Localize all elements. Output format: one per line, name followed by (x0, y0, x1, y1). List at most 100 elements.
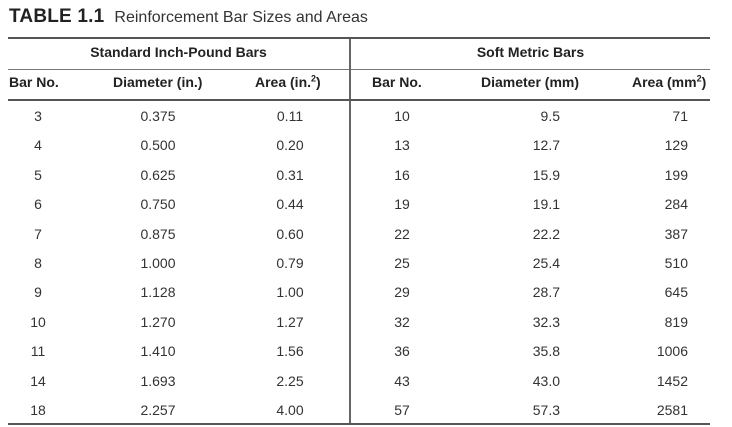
cell-diameter-in: 1.270 (140, 313, 176, 330)
cell-area-in: 0.11 (276, 108, 304, 124)
cell-diameter-in: 0.750 (140, 196, 176, 213)
cell-diameter-mm: 57.3 (532, 402, 560, 418)
table-title: Reinforcement Bar Sizes and Areas (114, 9, 368, 26)
cell-diameter-in: 0.625 (140, 166, 176, 183)
cell-area-in: 0.60 (276, 225, 304, 242)
group-underline-inch-pound (8, 69, 349, 70)
area-mm-suffix: ) (701, 74, 707, 90)
cell-diameter-in: 0.375 (140, 108, 176, 124)
cell-diameter-mm: 15.9 (532, 166, 560, 183)
group-header-inch-pound: Standard Inch-Pound Bars (90, 44, 267, 60)
table-row: 5 0.625 0.31 16 15.9 199 (0, 161, 732, 191)
cell-diameter-in: 1.410 (140, 343, 176, 360)
cell-metric-bar-no: 32 (394, 313, 410, 330)
cell-area-mm: 819 (664, 313, 688, 330)
cell-bar-no: 9 (34, 284, 42, 301)
cell-diameter-mm: 22.2 (532, 225, 560, 242)
cell-bar-no: 11 (30, 343, 46, 360)
table-row: 11 1.410 1.56 36 35.8 1006 (0, 337, 732, 367)
cell-area-mm: 199 (664, 166, 688, 183)
cell-metric-bar-no: 29 (394, 284, 410, 301)
cell-metric-bar-no: 36 (394, 343, 410, 360)
cell-diameter-mm: 19.1 (532, 196, 560, 213)
cell-diameter-mm: 25.4 (532, 255, 560, 271)
table-row: 9 1.128 1.00 29 28.7 645 (0, 278, 732, 308)
cell-metric-bar-no: 13 (394, 137, 410, 154)
cell-bar-no: 10 (30, 313, 46, 330)
area-in-suffix: ) (316, 74, 321, 90)
table-row: 10 1.270 1.27 32 32.3 819 (0, 308, 732, 338)
cell-area-in: 4.00 (276, 402, 304, 418)
column-header-diameter-in: Diameter (in.) (113, 74, 203, 90)
area-mm-exponent: 2 (696, 73, 702, 84)
cell-diameter-mm: 43.0 (532, 372, 560, 389)
column-header-metric-bar-no: Bar No. (372, 74, 422, 90)
cell-diameter-mm: 28.7 (532, 284, 560, 301)
cell-metric-bar-no: 10 (394, 108, 410, 124)
cell-area-in: 0.79 (276, 255, 304, 271)
bottom-rule (8, 423, 710, 425)
cell-bar-no: 18 (30, 402, 46, 418)
area-in-prefix: Area (in. (255, 74, 312, 90)
cell-metric-bar-no: 57 (394, 402, 410, 418)
cell-area-mm: 2581 (656, 402, 688, 418)
cell-area-in: 0.31 (276, 166, 304, 183)
table-row: 3 0.375 0.11 10 9.5 71 (0, 102, 732, 132)
area-mm-prefix: Area (mm (632, 74, 697, 90)
cell-diameter-mm: 32.3 (532, 313, 560, 330)
table-number: TABLE 1.1 (9, 6, 105, 27)
column-header-diameter-mm: Diameter (mm) (481, 74, 580, 90)
cell-bar-no: 4 (34, 137, 42, 154)
group-separator (349, 39, 351, 423)
cell-diameter-in: 1.128 (140, 284, 176, 301)
cell-area-in: 1.27 (276, 313, 304, 330)
cell-area-mm: 510 (664, 255, 688, 271)
cell-bar-no: 3 (34, 108, 42, 124)
cell-diameter-in: 2.257 (140, 402, 176, 418)
cell-area-in: 1.00 (276, 284, 304, 301)
group-underline-soft-metric (351, 69, 710, 70)
column-header-bar-no: Bar No. (9, 74, 59, 90)
cell-diameter-mm: 35.8 (532, 343, 560, 360)
table-row: 4 0.500 0.20 13 12.7 129 (0, 131, 732, 161)
cell-area-mm: 645 (664, 284, 688, 301)
cell-diameter-in: 1.693 (140, 372, 176, 389)
cell-area-mm: 1006 (656, 343, 688, 360)
cell-diameter-in: 1.000 (140, 255, 176, 271)
cell-bar-no: 14 (30, 372, 46, 389)
cell-area-in: 0.20 (276, 137, 304, 154)
top-rule (8, 37, 710, 39)
cell-bar-no: 7 (34, 225, 42, 242)
table-row: 7 0.875 0.60 22 22.2 387 (0, 220, 732, 250)
column-header-area-mm: Area (mm2) (632, 74, 712, 94)
cell-diameter-mm: 12.7 (532, 137, 560, 154)
area-in-exponent: 2 (311, 73, 317, 84)
column-header-area-in: Area (in.2) (255, 74, 345, 94)
cell-bar-no: 6 (34, 196, 42, 213)
cell-metric-bar-no: 43 (394, 372, 410, 389)
table-row: 18 2.257 4.00 57 57.3 2581 (0, 396, 732, 426)
table-row: 14 1.693 2.25 43 43.0 1452 (0, 367, 732, 397)
cell-metric-bar-no: 19 (394, 196, 410, 213)
cell-metric-bar-no: 22 (394, 225, 410, 242)
cell-bar-no: 8 (34, 255, 42, 271)
cell-area-mm: 284 (664, 196, 688, 213)
cell-area-mm: 129 (664, 137, 688, 154)
cell-area-in: 2.25 (276, 372, 304, 389)
cell-diameter-in: 0.500 (140, 137, 176, 154)
table-caption: TABLE 1.1 Reinforcement Bar Sizes and Ar… (9, 6, 368, 32)
cell-area-mm: 387 (664, 225, 688, 242)
cell-diameter-in: 0.875 (140, 225, 176, 242)
group-header-soft-metric: Soft Metric Bars (476, 44, 585, 60)
cell-area-mm: 71 (672, 108, 688, 124)
cell-area-in: 0.44 (276, 196, 304, 213)
table-row: 6 0.750 0.44 19 19.1 284 (0, 190, 732, 220)
cell-diameter-mm: 9.5 (540, 108, 560, 124)
cell-area-in: 1.56 (276, 343, 304, 360)
cell-bar-no: 5 (34, 166, 42, 183)
header-rule (8, 99, 710, 101)
cell-area-mm: 1452 (656, 372, 688, 389)
cell-metric-bar-no: 16 (394, 166, 410, 183)
table-row: 8 1.000 0.79 25 25.4 510 (0, 249, 732, 279)
cell-metric-bar-no: 25 (394, 255, 410, 271)
